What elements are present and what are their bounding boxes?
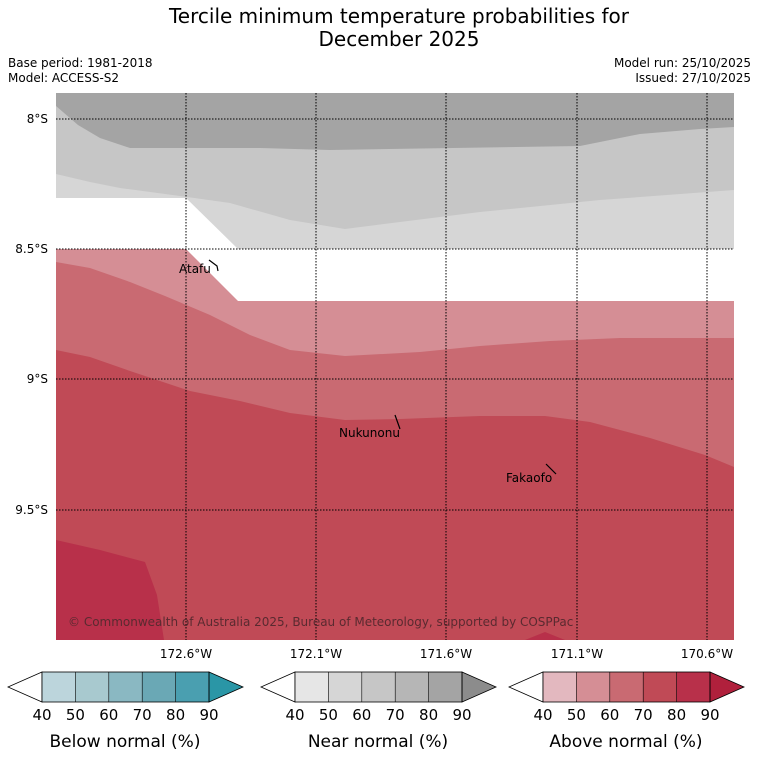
above-tick-70: 70 xyxy=(634,706,653,724)
above-cb-segment-40 xyxy=(543,672,577,702)
above-tick-80: 80 xyxy=(667,706,686,724)
place-nukunonu: Nukunonu xyxy=(339,426,400,440)
near-cb-dividers xyxy=(328,672,429,702)
near-tick-50: 50 xyxy=(319,706,338,724)
below-tick-80: 80 xyxy=(166,706,185,724)
above-normal-80-patch xyxy=(525,632,565,640)
above-cb-low-triangle xyxy=(508,671,544,703)
above-tick-50: 50 xyxy=(567,706,586,724)
title-line-2: December 2025 xyxy=(318,27,480,51)
lon-label-172-6W: 172.6°W xyxy=(160,647,212,661)
near-cb-segment-70 xyxy=(395,672,429,702)
issued-date: Issued: 27/10/2025 xyxy=(635,71,751,85)
above-normal-label: Above normal (%) xyxy=(549,732,702,752)
colorbar-below-normal: 40 50 60 70 80 90 Below normal (%) xyxy=(7,671,244,752)
lat-label-8S: 8°S xyxy=(27,112,48,126)
above-cb-frame xyxy=(542,671,711,703)
near-tick-40: 40 xyxy=(285,706,304,724)
above-cb-segment-80 xyxy=(676,672,710,702)
atafu-island-outline xyxy=(208,259,219,272)
below-cb-segment-60 xyxy=(108,672,143,702)
above-cb-dividers xyxy=(576,672,677,702)
place-fakaofo: Fakaofo xyxy=(506,471,552,485)
base-period: Base period: 1981-2018 xyxy=(8,56,153,70)
near-tick-70: 70 xyxy=(386,706,405,724)
model-run: Model run: 25/10/2025 xyxy=(613,56,751,70)
near-cb-segment-80 xyxy=(428,672,462,702)
nukunonu-island-outline xyxy=(394,414,401,430)
below-cb-frame xyxy=(41,671,210,703)
below-cb-high-triangle xyxy=(208,671,244,703)
lat-label-9-5S: 9.5°S xyxy=(15,503,48,517)
lat-label-8-5S: 8.5°S xyxy=(15,242,48,256)
below-normal-label: Below normal (%) xyxy=(50,732,201,752)
lon-label-172-1W: 172.1°W xyxy=(290,647,342,661)
above-tick-90: 90 xyxy=(700,706,719,724)
above-cb-segment-60 xyxy=(609,672,644,702)
above-cb-high-triangle xyxy=(709,671,745,703)
near-tick-60: 60 xyxy=(352,706,371,724)
below-cb-segment-80 xyxy=(175,672,209,702)
near-cb-segment-50 xyxy=(328,672,362,702)
title-line-1: Tercile minimum temperature probabilitie… xyxy=(168,4,630,28)
below-cb-low-triangle xyxy=(7,671,43,703)
near-cb-low-triangle xyxy=(260,671,296,703)
lon-label-171-1W: 171.1°W xyxy=(551,647,603,661)
above-cb-segment-50 xyxy=(576,672,610,702)
map-panel: Atafu Nukunonu Fakaofo © Commonwealth of… xyxy=(56,93,734,640)
colorbar-above-normal: 40 50 60 70 80 90 Above normal (%) xyxy=(508,671,745,752)
below-tick-50: 50 xyxy=(66,706,85,724)
lon-label-171-6W: 171.6°W xyxy=(420,647,472,661)
near-cb-segment-60 xyxy=(361,672,396,702)
near-cb-frame xyxy=(294,671,463,703)
near-cb-segment-40 xyxy=(295,672,329,702)
above-tick-60: 60 xyxy=(600,706,619,724)
below-tick-70: 70 xyxy=(133,706,152,724)
model-name: Model: ACCESS-S2 xyxy=(8,71,120,85)
fakaofo-island-outline xyxy=(545,463,557,475)
above-normal-70-band xyxy=(56,350,734,640)
graticule xyxy=(56,93,734,640)
lat-label-9S: 9°S xyxy=(27,372,48,386)
near-normal-label: Near normal (%) xyxy=(308,732,448,752)
lon-label-170-6W: 170.6°W xyxy=(681,647,733,661)
meta-left: Base period: 1981-2018 Model: ACCESS-S2 xyxy=(8,56,153,86)
near-tick-90: 90 xyxy=(452,706,471,724)
below-cb-segment-40 xyxy=(42,672,76,702)
below-cb-segment-70 xyxy=(142,672,176,702)
below-cb-segment-50 xyxy=(75,672,109,702)
near-tick-80: 80 xyxy=(419,706,438,724)
map-title: Tercile minimum temperature probabilitie… xyxy=(0,5,758,51)
below-tick-90: 90 xyxy=(199,706,218,724)
above-normal-80-band xyxy=(56,540,164,640)
below-tick-60: 60 xyxy=(99,706,118,724)
below-tick-40: 40 xyxy=(32,706,51,724)
colorbar-near-normal: 40 50 60 70 80 90 Near normal (%) xyxy=(260,671,497,752)
above-tick-40: 40 xyxy=(533,706,552,724)
near-normal-70-band xyxy=(56,93,734,150)
place-atafu: Atafu xyxy=(179,262,211,276)
above-cb-segment-70 xyxy=(643,672,677,702)
meta-right: Model run: 25/10/2025 Issued: 27/10/2025 xyxy=(614,56,751,86)
below-cb-dividers xyxy=(75,672,176,702)
near-cb-high-triangle xyxy=(461,671,497,703)
copyright-notice: © Commonwealth of Australia 2025, Bureau… xyxy=(68,615,573,629)
